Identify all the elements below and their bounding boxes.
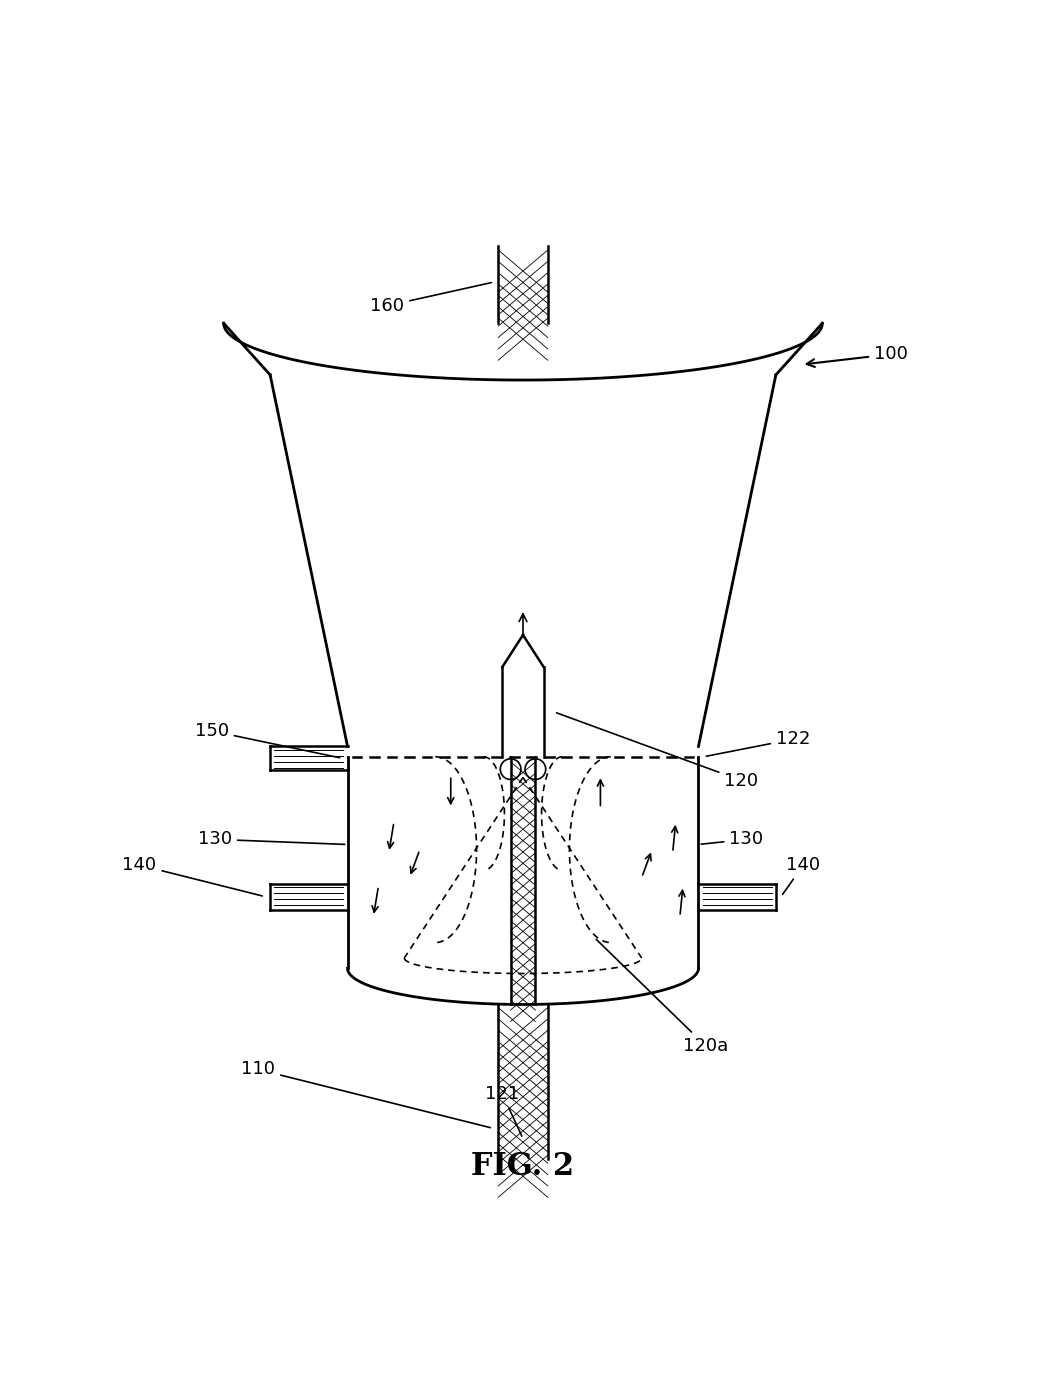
Text: 110: 110 <box>242 1060 491 1127</box>
Text: 122: 122 <box>706 731 811 756</box>
Text: 120: 120 <box>556 713 758 790</box>
Text: 130: 130 <box>701 830 764 848</box>
Text: 100: 100 <box>806 346 908 367</box>
Text: FIG. 2: FIG. 2 <box>472 1151 574 1182</box>
Text: 121: 121 <box>485 1085 522 1137</box>
Text: 140: 140 <box>122 857 263 896</box>
Text: 150: 150 <box>195 722 340 757</box>
Text: 160: 160 <box>370 283 492 315</box>
Text: 120a: 120a <box>596 939 728 1054</box>
Text: 130: 130 <box>198 830 345 848</box>
Text: 140: 140 <box>782 857 820 895</box>
